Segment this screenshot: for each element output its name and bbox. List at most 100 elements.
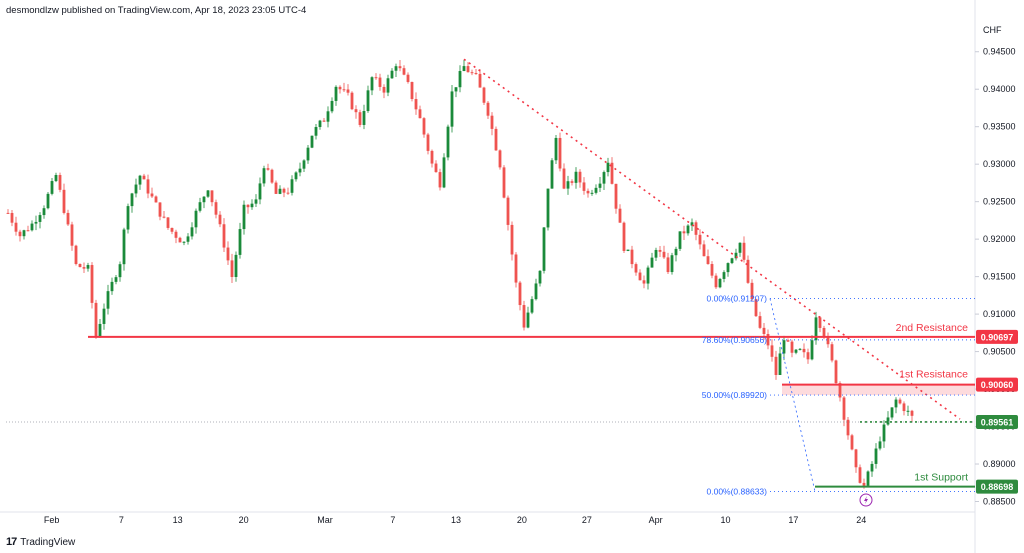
candle-body xyxy=(390,70,394,79)
candle-body xyxy=(30,223,34,231)
resistance-zone-band xyxy=(782,384,975,396)
tradingview-brand[interactable]: 17 TradingView xyxy=(6,536,75,548)
candle-body xyxy=(306,147,310,161)
candle-body xyxy=(186,236,190,242)
candle-body xyxy=(634,264,638,273)
x-tick-label: Apr xyxy=(649,515,663,525)
candle-body xyxy=(110,281,114,292)
price-axis[interactable]: CHF 0.94500 0.94000 0.93500 0.93000 0.92500 0.… xyxy=(975,25,1016,507)
candle-body xyxy=(558,137,562,169)
candle-body xyxy=(258,183,262,200)
x-tick-label: 13 xyxy=(451,515,461,525)
candle-body xyxy=(270,169,274,183)
candle-body xyxy=(762,327,766,334)
candle-body xyxy=(478,73,482,88)
candle-body xyxy=(614,183,618,209)
candle-body xyxy=(474,73,478,75)
candle-body xyxy=(906,410,910,412)
candle-body xyxy=(518,282,522,306)
candle-body xyxy=(446,126,450,158)
candle-body xyxy=(118,264,122,278)
candle-body xyxy=(122,229,126,265)
candle-body xyxy=(786,340,790,342)
candle-body xyxy=(566,181,570,189)
candle-body xyxy=(854,449,858,468)
candle-body xyxy=(250,203,254,208)
candle-body xyxy=(322,120,326,122)
candle-body xyxy=(18,231,22,237)
candle-body xyxy=(742,242,746,260)
candle-body xyxy=(286,192,290,194)
candle-body xyxy=(818,317,822,328)
candle-body xyxy=(458,71,462,88)
candle-body xyxy=(234,254,238,277)
candle-body xyxy=(166,217,170,228)
candle-body xyxy=(198,202,202,211)
candle-body xyxy=(54,174,58,182)
candle-body xyxy=(6,212,10,214)
candle-body xyxy=(10,212,14,223)
candle-body xyxy=(50,181,54,194)
candle-body xyxy=(734,252,738,259)
candle-body xyxy=(354,109,358,113)
candle-body xyxy=(646,267,650,284)
candle-body xyxy=(782,340,786,354)
candle-body xyxy=(182,241,186,243)
candle-body xyxy=(898,399,902,404)
candle-body xyxy=(462,66,466,72)
candle-body xyxy=(842,397,846,420)
candle-body xyxy=(702,244,706,257)
lightning-icon xyxy=(859,493,873,507)
x-tick-label: 17 xyxy=(788,515,798,525)
candle-body xyxy=(238,229,242,255)
candle-body xyxy=(102,308,106,324)
candle-body xyxy=(150,193,154,197)
candle-body xyxy=(638,272,642,281)
candle-body xyxy=(246,204,250,208)
time-axis[interactable]: Feb 7 13 20 Mar 7 13 20 27 Apr 10 17 24 xyxy=(44,493,873,525)
candle-body xyxy=(846,419,850,436)
candle-body xyxy=(402,68,406,75)
candle-body xyxy=(302,160,306,169)
candle-body xyxy=(242,204,246,230)
x-tick-label: 27 xyxy=(582,515,592,525)
lightning-bolt xyxy=(864,496,868,504)
candle-body xyxy=(310,135,314,148)
candle-body xyxy=(698,234,702,245)
candle-body xyxy=(886,417,890,425)
candle-body xyxy=(514,254,518,283)
candle-body xyxy=(498,150,502,168)
candle-body xyxy=(710,264,714,276)
candle-body xyxy=(610,162,614,184)
candle-body xyxy=(694,222,698,235)
candle-body xyxy=(598,183,602,188)
candle-body xyxy=(630,249,634,265)
candle-body xyxy=(874,448,878,464)
candle-body xyxy=(714,275,718,288)
candle-body xyxy=(642,280,646,284)
candle-body xyxy=(38,215,42,222)
y-tick-label: 0.89000 xyxy=(983,459,1016,469)
candle-body xyxy=(822,327,826,337)
second-resistance-label: 2nd Resistance xyxy=(896,322,969,334)
candle-body xyxy=(618,208,622,223)
candle-body xyxy=(910,410,914,416)
candle-body xyxy=(806,352,810,360)
candle-body xyxy=(494,128,498,151)
candle-body xyxy=(438,172,442,188)
candle-body xyxy=(850,435,854,450)
candle-body xyxy=(366,90,370,112)
candle-body xyxy=(522,305,526,328)
y-tick-label: 0.91000 xyxy=(983,309,1016,319)
candle-body xyxy=(410,81,414,100)
x-tick-label: 13 xyxy=(173,515,183,525)
candle-body xyxy=(342,89,346,91)
candle-body xyxy=(778,353,782,376)
candle-body xyxy=(214,202,218,215)
candle-body xyxy=(294,172,298,180)
candle-body xyxy=(170,227,174,232)
fibonacci-levels: 0.00%(0.91207) 78.60%(0.90656) 50.00%(0.89… xyxy=(702,294,975,497)
candle-body xyxy=(46,193,50,209)
price-tags: 0.90697 0.90060 0.89561 0.88698 xyxy=(976,329,1018,494)
